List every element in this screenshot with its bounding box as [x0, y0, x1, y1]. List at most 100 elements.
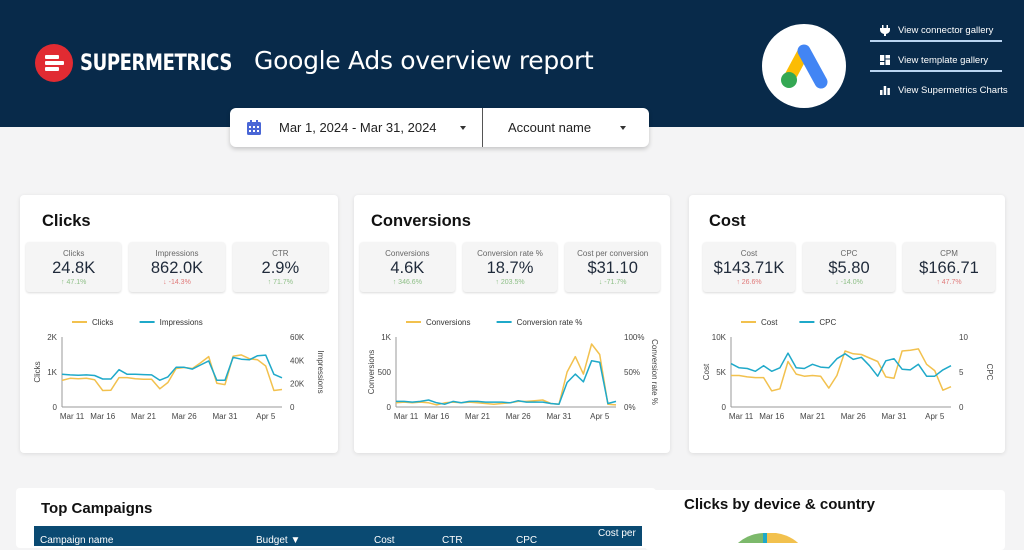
kpi-clicks: Clicks 24.8K ↑ 47.1% — [26, 242, 122, 292]
svg-text:CPC: CPC — [985, 364, 994, 381]
kpi-value: $5.80 — [828, 259, 870, 277]
filter-bar: Mar 1, 2024 - Mar 31, 2024 Account name — [230, 108, 649, 147]
kpi-ctr: CTR 2.9% ↑ 71.7% — [232, 242, 328, 292]
grid-icon — [880, 55, 890, 65]
svg-text:40K: 40K — [290, 356, 305, 365]
svg-text:Mar 16: Mar 16 — [759, 412, 784, 421]
supermetrics-logo-icon — [35, 44, 73, 82]
card-title: Cost — [709, 212, 746, 230]
date-range-value: Mar 1, 2024 - Mar 31, 2024 — [279, 120, 437, 135]
kpi-conversions: Conversions 4.6K ↑ 346.6% — [360, 242, 455, 292]
svg-text:50%: 50% — [624, 368, 640, 377]
kpi-value: $143.71K — [713, 259, 785, 277]
kpi-cpm: CPM $166.71 ↑ 47.7% — [903, 242, 995, 292]
svg-text:Mar 26: Mar 26 — [841, 412, 866, 421]
svg-text:Mar 16: Mar 16 — [90, 412, 115, 421]
svg-text:10K: 10K — [712, 333, 727, 342]
svg-text:Impressions: Impressions — [160, 318, 203, 327]
calendar-icon — [247, 120, 261, 135]
column-header-cpc[interactable]: CPC — [516, 535, 538, 546]
account-name-dropdown[interactable]: Account name — [483, 108, 649, 147]
page-title: Google Ads overview report — [254, 46, 594, 75]
kpi-delta: ↑ 203.5% — [495, 279, 525, 286]
column-header-campaign-name[interactable]: Campaign name — [40, 535, 114, 546]
card-title: Conversions — [371, 212, 471, 230]
svg-text:Cost: Cost — [702, 363, 711, 380]
svg-text:Conversion rate %: Conversion rate % — [650, 339, 659, 405]
kpi-value: $31.10 — [587, 259, 638, 277]
svg-text:Mar 31: Mar 31 — [882, 412, 907, 421]
svg-text:10: 10 — [959, 333, 968, 342]
clicks-card: Clicks Clicks 24.8K ↑ 47.1% Impressions 862… — [20, 195, 338, 453]
svg-text:0: 0 — [387, 403, 392, 412]
kpi-delta: ↓ -71.7% — [598, 279, 627, 286]
svg-text:CPC: CPC — [819, 318, 836, 327]
svg-text:Mar 11: Mar 11 — [394, 412, 419, 421]
kpi-delta: ↓ -14.0% — [835, 279, 863, 286]
kpi-label: Cost per conversion — [577, 249, 649, 258]
view-connector-gallery-link[interactable]: View connector gallery — [870, 22, 1010, 42]
svg-text:Mar 26: Mar 26 — [172, 412, 197, 421]
svg-text:Cost: Cost — [761, 318, 778, 327]
conversions-card: Conversions Conversions 4.6K ↑ 346.6% Conv… — [354, 195, 670, 453]
kpi-delta: ↑ 71.7% — [267, 279, 293, 286]
svg-text:0%: 0% — [624, 403, 636, 412]
view-template-gallery-link[interactable]: View template gallery — [870, 52, 1010, 72]
kpi-impressions: Impressions 862.0K ↓ -14.3% — [129, 242, 225, 292]
account-name-value: Account name — [508, 120, 592, 135]
kpi-value: $166.71 — [919, 259, 979, 277]
clicks-by-device-card — [645, 490, 1005, 550]
svg-text:Conversion rate %: Conversion rate % — [517, 318, 583, 327]
kpi-value: 862.0K — [150, 259, 204, 277]
kpi-label: Conversions — [385, 249, 430, 258]
svg-text:5: 5 — [959, 368, 964, 377]
header-links: View connector gallery View template gal… — [870, 22, 1010, 112]
svg-text:Conversions: Conversions — [367, 350, 376, 394]
svg-text:1K: 1K — [381, 333, 391, 342]
kpi-label: CTR — [272, 249, 289, 258]
view-supermetrics-charts-link[interactable]: View Supermetrics Charts — [870, 82, 1010, 98]
svg-text:Mar 11: Mar 11 — [60, 412, 85, 421]
link-label: View template gallery — [898, 54, 989, 66]
kpi-delta: ↑ 47.1% — [61, 279, 87, 286]
svg-text:Clicks: Clicks — [33, 361, 42, 382]
cost-cpc-chart: Cost CPC 0 5K 10K 0 5 10 Cost CPC Mar 11 Mar 16 Mar … — [702, 318, 994, 421]
svg-text:Apr 5: Apr 5 — [256, 412, 276, 421]
kpi-cpc: CPC $5.80 ↓ -14.0% — [803, 242, 895, 292]
svg-text:Apr 5: Apr 5 — [590, 412, 610, 421]
clicks-by-device-title: Clicks by device & country — [684, 496, 875, 513]
svg-text:Mar 16: Mar 16 — [424, 412, 449, 421]
svg-text:0: 0 — [290, 403, 295, 412]
report-header: SUPERMETRICS Google Ads overview report … — [0, 0, 1024, 127]
svg-text:Mar 31: Mar 31 — [213, 412, 238, 421]
top-campaigns-title: Top Campaigns — [41, 500, 153, 517]
column-header-cost[interactable]: Cost — [374, 535, 395, 546]
kpi-label: Conversion rate % — [477, 249, 543, 258]
svg-text:500: 500 — [378, 368, 392, 377]
card-title: Clicks — [42, 212, 91, 230]
device-pie-chart — [738, 533, 799, 543]
svg-text:Clicks: Clicks — [92, 318, 113, 327]
kpi-delta: ↑ 346.6% — [392, 279, 422, 286]
column-header-ctr[interactable]: CTR — [442, 535, 463, 546]
svg-text:Mar 21: Mar 21 — [465, 412, 490, 421]
clicks-impressions-chart: Clicks Impressions 0 1K 2K 0 20K 40K 60K Clicks Im… — [33, 318, 325, 421]
svg-text:5K: 5K — [716, 368, 726, 377]
kpi-value: 24.8K — [52, 259, 96, 277]
top-campaigns-table-header: Campaign name Budget ▼ Cost CTR CPC Cost… — [34, 526, 642, 546]
kpi-label: CPC — [840, 249, 858, 258]
svg-text:Impressions: Impressions — [316, 350, 325, 393]
kpi-value: 2.9% — [261, 259, 300, 277]
cost-card: Cost Cost $143.71K ↑ 26.6% CPC $5.80 ↓ -14.0… — [689, 195, 1005, 453]
svg-text:Mar 26: Mar 26 — [506, 412, 531, 421]
svg-text:2K: 2K — [47, 333, 57, 342]
kpi-delta: ↑ 26.6% — [736, 279, 762, 286]
plug-icon — [880, 24, 890, 36]
date-range-picker[interactable]: Mar 1, 2024 - Mar 31, 2024 — [230, 108, 483, 147]
column-header-cost-per[interactable]: Cost per — [598, 528, 636, 539]
column-header-budget[interactable]: Budget ▼ — [256, 535, 301, 546]
svg-text:1K: 1K — [47, 368, 57, 377]
kpi-label: Cost — [740, 249, 758, 258]
svg-text:Conversions: Conversions — [426, 318, 470, 327]
svg-text:Mar 11: Mar 11 — [729, 412, 754, 421]
